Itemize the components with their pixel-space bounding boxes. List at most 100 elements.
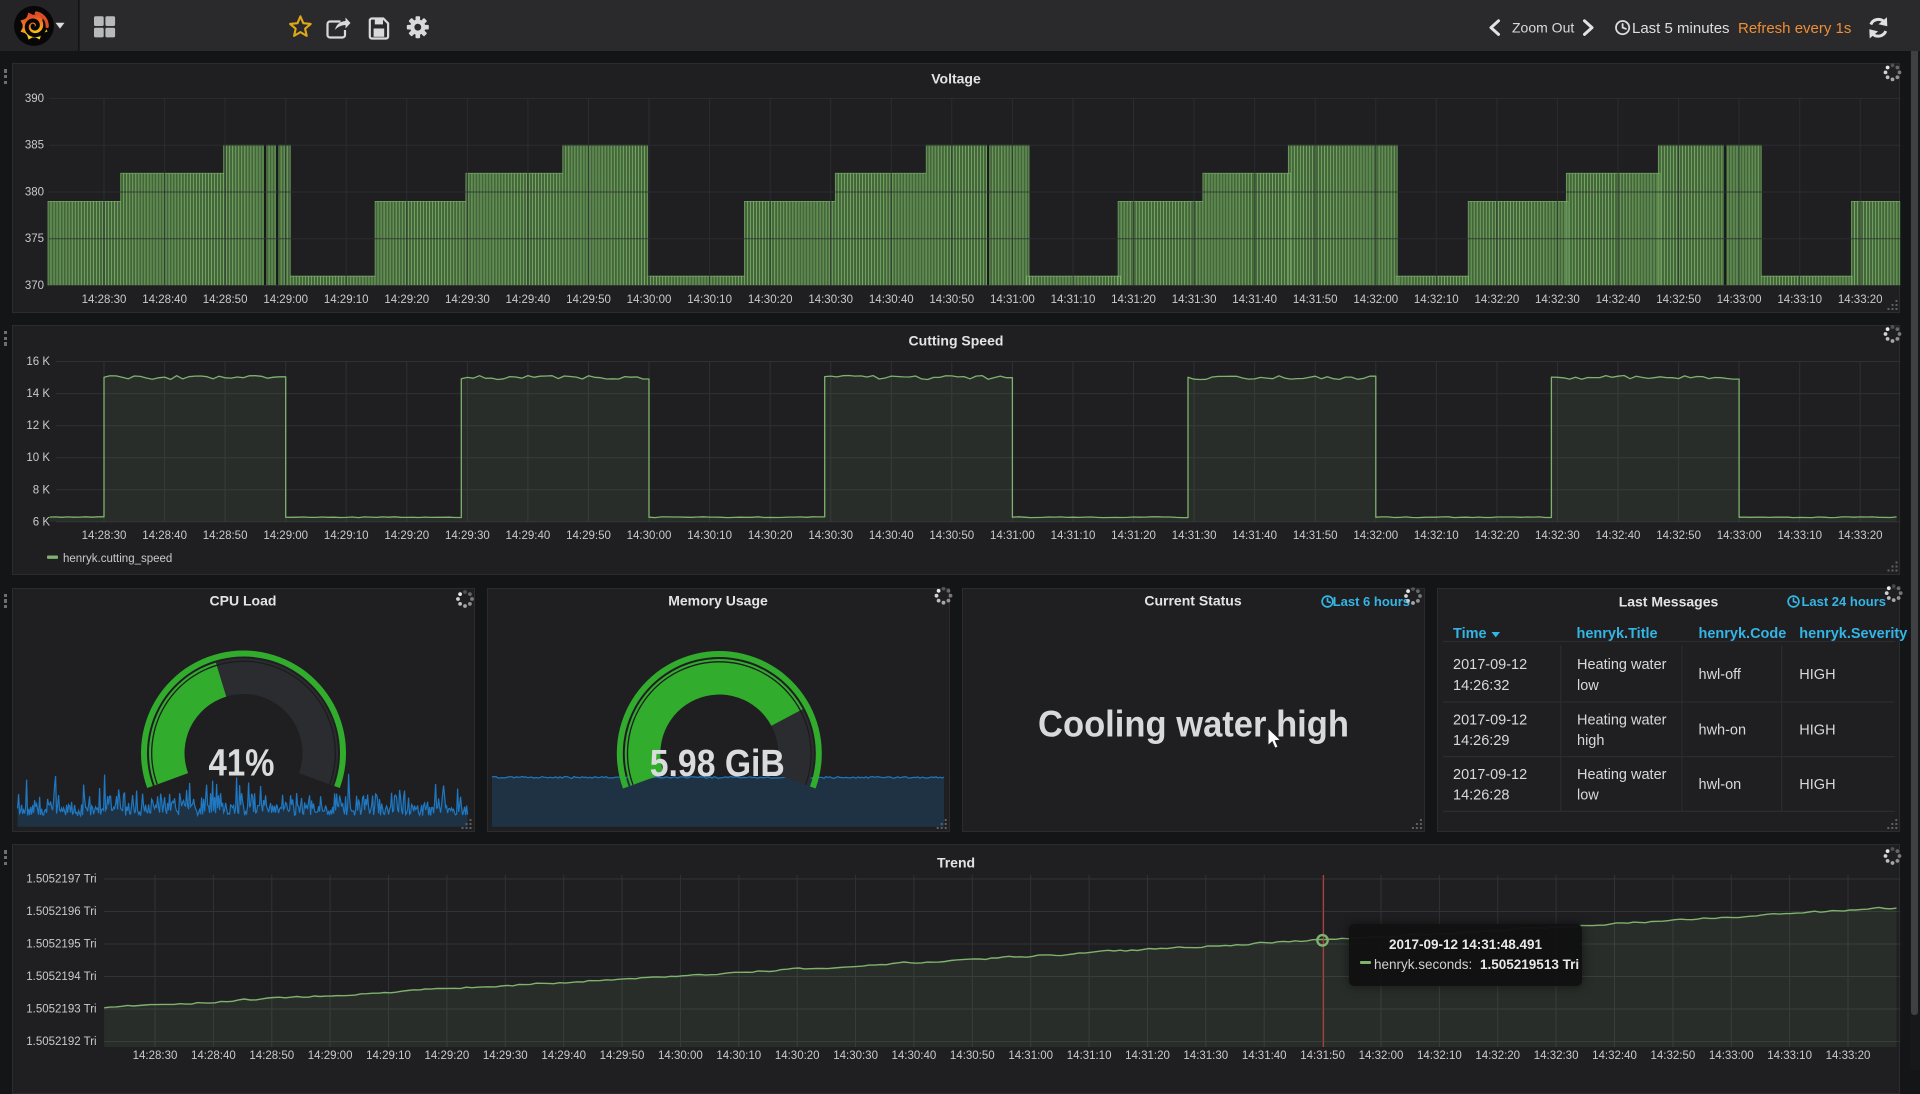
- svg-text:14:31:20: 14:31:20: [1125, 1050, 1170, 1062]
- svg-text:14:31:30: 14:31:30: [1172, 530, 1217, 542]
- svg-text:14:29:30: 14:29:30: [445, 294, 490, 306]
- svg-text:6 K: 6 K: [33, 516, 51, 528]
- svg-text:14:30:40: 14:30:40: [892, 1050, 937, 1062]
- svg-text:Trend: Trend: [937, 855, 975, 871]
- svg-text:14:28:50: 14:28:50: [203, 294, 248, 306]
- svg-text:14:32:40: 14:32:40: [1596, 294, 1641, 306]
- svg-text:CPU Load: CPU Load: [210, 593, 277, 609]
- svg-text:14:32:20: 14:32:20: [1475, 1050, 1520, 1062]
- svg-text:14:33:10: 14:33:10: [1777, 294, 1822, 306]
- svg-text:low: low: [1577, 678, 1599, 694]
- svg-text:14:29:20: 14:29:20: [384, 530, 429, 542]
- svg-text:14:29:30: 14:29:30: [483, 1050, 528, 1062]
- svg-text:14:28:50: 14:28:50: [203, 530, 248, 542]
- svg-text:14:30:10: 14:30:10: [716, 1050, 761, 1062]
- svg-text:10 K: 10 K: [26, 452, 50, 464]
- svg-text:14:28:40: 14:28:40: [191, 1050, 236, 1062]
- svg-text:14:28:30: 14:28:30: [133, 1050, 178, 1062]
- svg-text:14:31:30: 14:31:30: [1172, 294, 1217, 306]
- svg-text:Heating water: Heating water: [1577, 712, 1667, 728]
- svg-text:14:26:32: 14:26:32: [1453, 678, 1509, 694]
- svg-text:14:28:30: 14:28:30: [82, 294, 127, 306]
- svg-text:14:32:50: 14:32:50: [1656, 294, 1701, 306]
- svg-text:14:29:40: 14:29:40: [541, 1050, 586, 1062]
- svg-text:14:31:10: 14:31:10: [1051, 294, 1096, 306]
- svg-text:14:32:00: 14:32:00: [1353, 530, 1398, 542]
- svg-text:14:30:40: 14:30:40: [869, 294, 914, 306]
- svg-text:low: low: [1577, 788, 1599, 804]
- svg-text:Refresh every 1s: Refresh every 1s: [1738, 20, 1851, 37]
- svg-text:14:32:30: 14:32:30: [1535, 530, 1580, 542]
- svg-text:Voltage: Voltage: [931, 71, 981, 87]
- svg-text:14:31:50: 14:31:50: [1300, 1050, 1345, 1062]
- svg-text:14:32:20: 14:32:20: [1475, 530, 1520, 542]
- svg-text:14:32:10: 14:32:10: [1414, 294, 1459, 306]
- svg-text:hwl-off: hwl-off: [1699, 667, 1742, 683]
- svg-text:14:31:40: 14:31:40: [1232, 530, 1277, 542]
- svg-text:14:32:00: 14:32:00: [1353, 294, 1398, 306]
- svg-text:14 K: 14 K: [26, 388, 50, 400]
- svg-text:Zoom Out: Zoom Out: [1512, 20, 1574, 36]
- svg-text:henryk.cutting_speed: henryk.cutting_speed: [63, 553, 172, 565]
- svg-text:hwl-on: hwl-on: [1699, 777, 1742, 793]
- svg-text:Last 6 hours: Last 6 hours: [1333, 594, 1410, 609]
- svg-text:14:30:50: 14:30:50: [929, 294, 974, 306]
- svg-text:1.5052193 Tri: 1.5052193 Tri: [26, 1004, 96, 1016]
- svg-text:14:30:00: 14:30:00: [627, 530, 672, 542]
- svg-text:Heating water: Heating water: [1577, 767, 1667, 783]
- svg-text:14:31:10: 14:31:10: [1051, 530, 1096, 542]
- svg-text:Memory Usage: Memory Usage: [668, 593, 768, 609]
- svg-text:14:29:10: 14:29:10: [324, 530, 369, 542]
- svg-text:1.5052192 Tri: 1.5052192 Tri: [26, 1036, 96, 1048]
- svg-text:HIGH: HIGH: [1799, 667, 1835, 683]
- svg-text:Current Status: Current Status: [1144, 593, 1241, 609]
- svg-text:14:30:30: 14:30:30: [808, 530, 853, 542]
- svg-text:14:32:50: 14:32:50: [1656, 530, 1701, 542]
- svg-text:14:30:20: 14:30:20: [775, 1050, 820, 1062]
- svg-text:Cooling water high: Cooling water high: [1038, 704, 1349, 745]
- svg-text:14:32:30: 14:32:30: [1535, 294, 1580, 306]
- svg-text:14:28:30: 14:28:30: [82, 530, 127, 542]
- svg-text:14:33:20: 14:33:20: [1826, 1050, 1871, 1062]
- svg-text:14:32:20: 14:32:20: [1475, 294, 1520, 306]
- svg-text:16 K: 16 K: [26, 356, 50, 368]
- svg-text:1.5052194 Tri: 1.5052194 Tri: [26, 971, 96, 983]
- svg-text:41%: 41%: [209, 743, 275, 785]
- svg-text:14:32:40: 14:32:40: [1596, 530, 1641, 542]
- svg-text:390: 390: [25, 93, 44, 105]
- svg-text:14:33:20: 14:33:20: [1838, 294, 1883, 306]
- svg-text:14:28:40: 14:28:40: [142, 294, 187, 306]
- svg-text:14:32:10: 14:32:10: [1414, 530, 1459, 542]
- svg-text:14:31:50: 14:31:50: [1293, 294, 1338, 306]
- svg-text:14:31:50: 14:31:50: [1293, 530, 1338, 542]
- svg-text:14:33:10: 14:33:10: [1767, 1050, 1812, 1062]
- svg-text:HIGH: HIGH: [1799, 777, 1835, 793]
- svg-text:14:32:40: 14:32:40: [1592, 1050, 1637, 1062]
- svg-text:14:30:00: 14:30:00: [658, 1050, 703, 1062]
- svg-text:14:28:40: 14:28:40: [142, 530, 187, 542]
- svg-text:14:30:10: 14:30:10: [687, 294, 732, 306]
- svg-text:14:29:50: 14:29:50: [566, 530, 611, 542]
- svg-text:2017-09-12: 2017-09-12: [1453, 767, 1527, 783]
- svg-text:1.5052195 Tri: 1.5052195 Tri: [26, 939, 96, 951]
- svg-text:14:29:20: 14:29:20: [384, 294, 429, 306]
- svg-text:henryk.Severity: henryk.Severity: [1799, 626, 1907, 642]
- svg-text:2017-09-12: 2017-09-12: [1453, 657, 1527, 673]
- svg-text:14:31:00: 14:31:00: [990, 530, 1035, 542]
- svg-text:14:29:00: 14:29:00: [308, 1050, 353, 1062]
- svg-text:380: 380: [25, 187, 44, 199]
- svg-text:8 K: 8 K: [33, 484, 51, 496]
- svg-text:5.98 GiB: 5.98 GiB: [650, 743, 785, 785]
- svg-text:14:31:30: 14:31:30: [1183, 1050, 1228, 1062]
- svg-text:14:31:00: 14:31:00: [1008, 1050, 1053, 1062]
- svg-text:14:33:00: 14:33:00: [1709, 1050, 1754, 1062]
- svg-text:henryk.Code: henryk.Code: [1699, 626, 1787, 642]
- svg-text:14:26:28: 14:26:28: [1453, 788, 1509, 804]
- svg-text:14:31:20: 14:31:20: [1111, 530, 1156, 542]
- svg-text:Last 5 minutes: Last 5 minutes: [1632, 20, 1730, 37]
- svg-text:Time: Time: [1453, 626, 1487, 642]
- svg-text:12 K: 12 K: [26, 420, 50, 432]
- svg-text:Heating water: Heating water: [1577, 657, 1667, 673]
- svg-text:Last Messages: Last Messages: [1619, 594, 1719, 610]
- svg-text:14:31:00: 14:31:00: [990, 294, 1035, 306]
